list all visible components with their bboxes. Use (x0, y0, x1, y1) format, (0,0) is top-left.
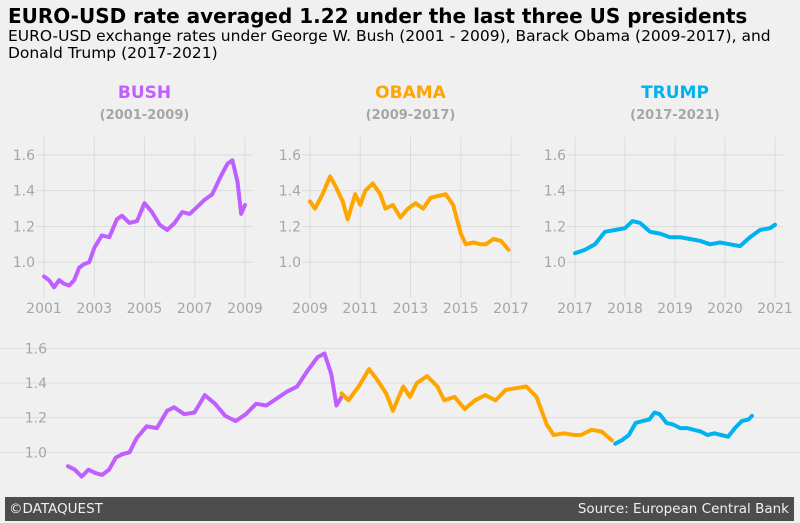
x-tick-label: 2003 (76, 301, 112, 317)
panel-bush: 1.0 1.2 1.4 1.6 2001 2003 2005 2007 2009 BUSH (200… (13, 83, 263, 317)
x-tick-label: 2013 (393, 301, 429, 317)
chart-subtitle: EURO-USD exchange rates under George W. … (8, 27, 771, 62)
y-tick-label: 1.6 (544, 148, 566, 164)
panel-years-bush: (2001-2009) (100, 108, 190, 123)
footer-credit: ©DATAQUEST (9, 501, 103, 517)
y-tick-label: 1.0 (25, 445, 47, 461)
panel-years-trump: (2017-2021) (630, 108, 720, 123)
combined-line-trump (613, 410, 754, 446)
x-tick-label: 2015 (443, 301, 479, 317)
x-tick-label: 2019 (657, 301, 693, 317)
panel-title-obama: OBAMA (375, 83, 446, 103)
y-tick-label: 1.2 (279, 219, 301, 235)
x-tick-label: 2007 (177, 301, 213, 317)
x-tick-label: 2017 (557, 301, 593, 317)
x-tick-label: 2009 (227, 301, 263, 317)
x-tick-label: 2018 (607, 301, 643, 317)
panel-obama: 1.0 1.2 1.4 1.6 2009 2011 2013 2015 2017 OBAMA (20… (279, 83, 529, 317)
y-tick-label: 1.0 (544, 255, 566, 271)
panel-trump: 1.0 1.2 1.4 1.6 2017 2018 2019 2020 2021 TRUMP (20… (544, 83, 793, 317)
line-obama (308, 174, 511, 252)
y-tick-label: 1.0 (279, 255, 301, 271)
y-tick-label: 1.6 (13, 148, 35, 164)
y-tick-label: 1.0 (13, 255, 35, 271)
panel-title-bush: BUSH (118, 83, 171, 103)
y-tick-label: 1.2 (25, 411, 47, 427)
y-tick-label: 1.2 (544, 219, 566, 235)
x-tick-label: 2020 (707, 301, 743, 317)
y-tick-label: 1.2 (13, 219, 35, 235)
combined-line-bush (66, 351, 344, 479)
panel-combined: 1.0 1.2 1.4 1.6 (0, 341, 800, 461)
y-tick-label: 1.4 (25, 376, 47, 392)
x-tick-label: 2005 (127, 301, 163, 317)
y-tick-label: 1.4 (13, 184, 35, 200)
panel-years-obama: (2009-2017) (366, 108, 456, 123)
footer-bar: ©DATAQUEST Source: European Central Bank (5, 497, 794, 521)
y-tick-label: 1.4 (544, 184, 566, 200)
footer-source: Source: European Central Bank (577, 501, 789, 517)
chart-title: EURO-USD rate averaged 1.22 under the la… (8, 4, 748, 28)
y-tick-label: 1.6 (25, 341, 47, 357)
x-tick-label: 2001 (26, 301, 62, 317)
y-tick-label: 1.4 (279, 184, 301, 200)
y-tick-label: 1.6 (279, 148, 301, 164)
line-bush (42, 158, 247, 290)
x-tick-label: 2011 (342, 301, 378, 317)
x-tick-label: 2017 (493, 301, 529, 317)
combined-line-obama (339, 367, 614, 443)
x-tick-label: 2021 (757, 301, 793, 317)
line-trump (573, 219, 777, 256)
panel-title-trump: TRUMP (641, 83, 709, 103)
x-tick-label: 2009 (292, 301, 328, 317)
